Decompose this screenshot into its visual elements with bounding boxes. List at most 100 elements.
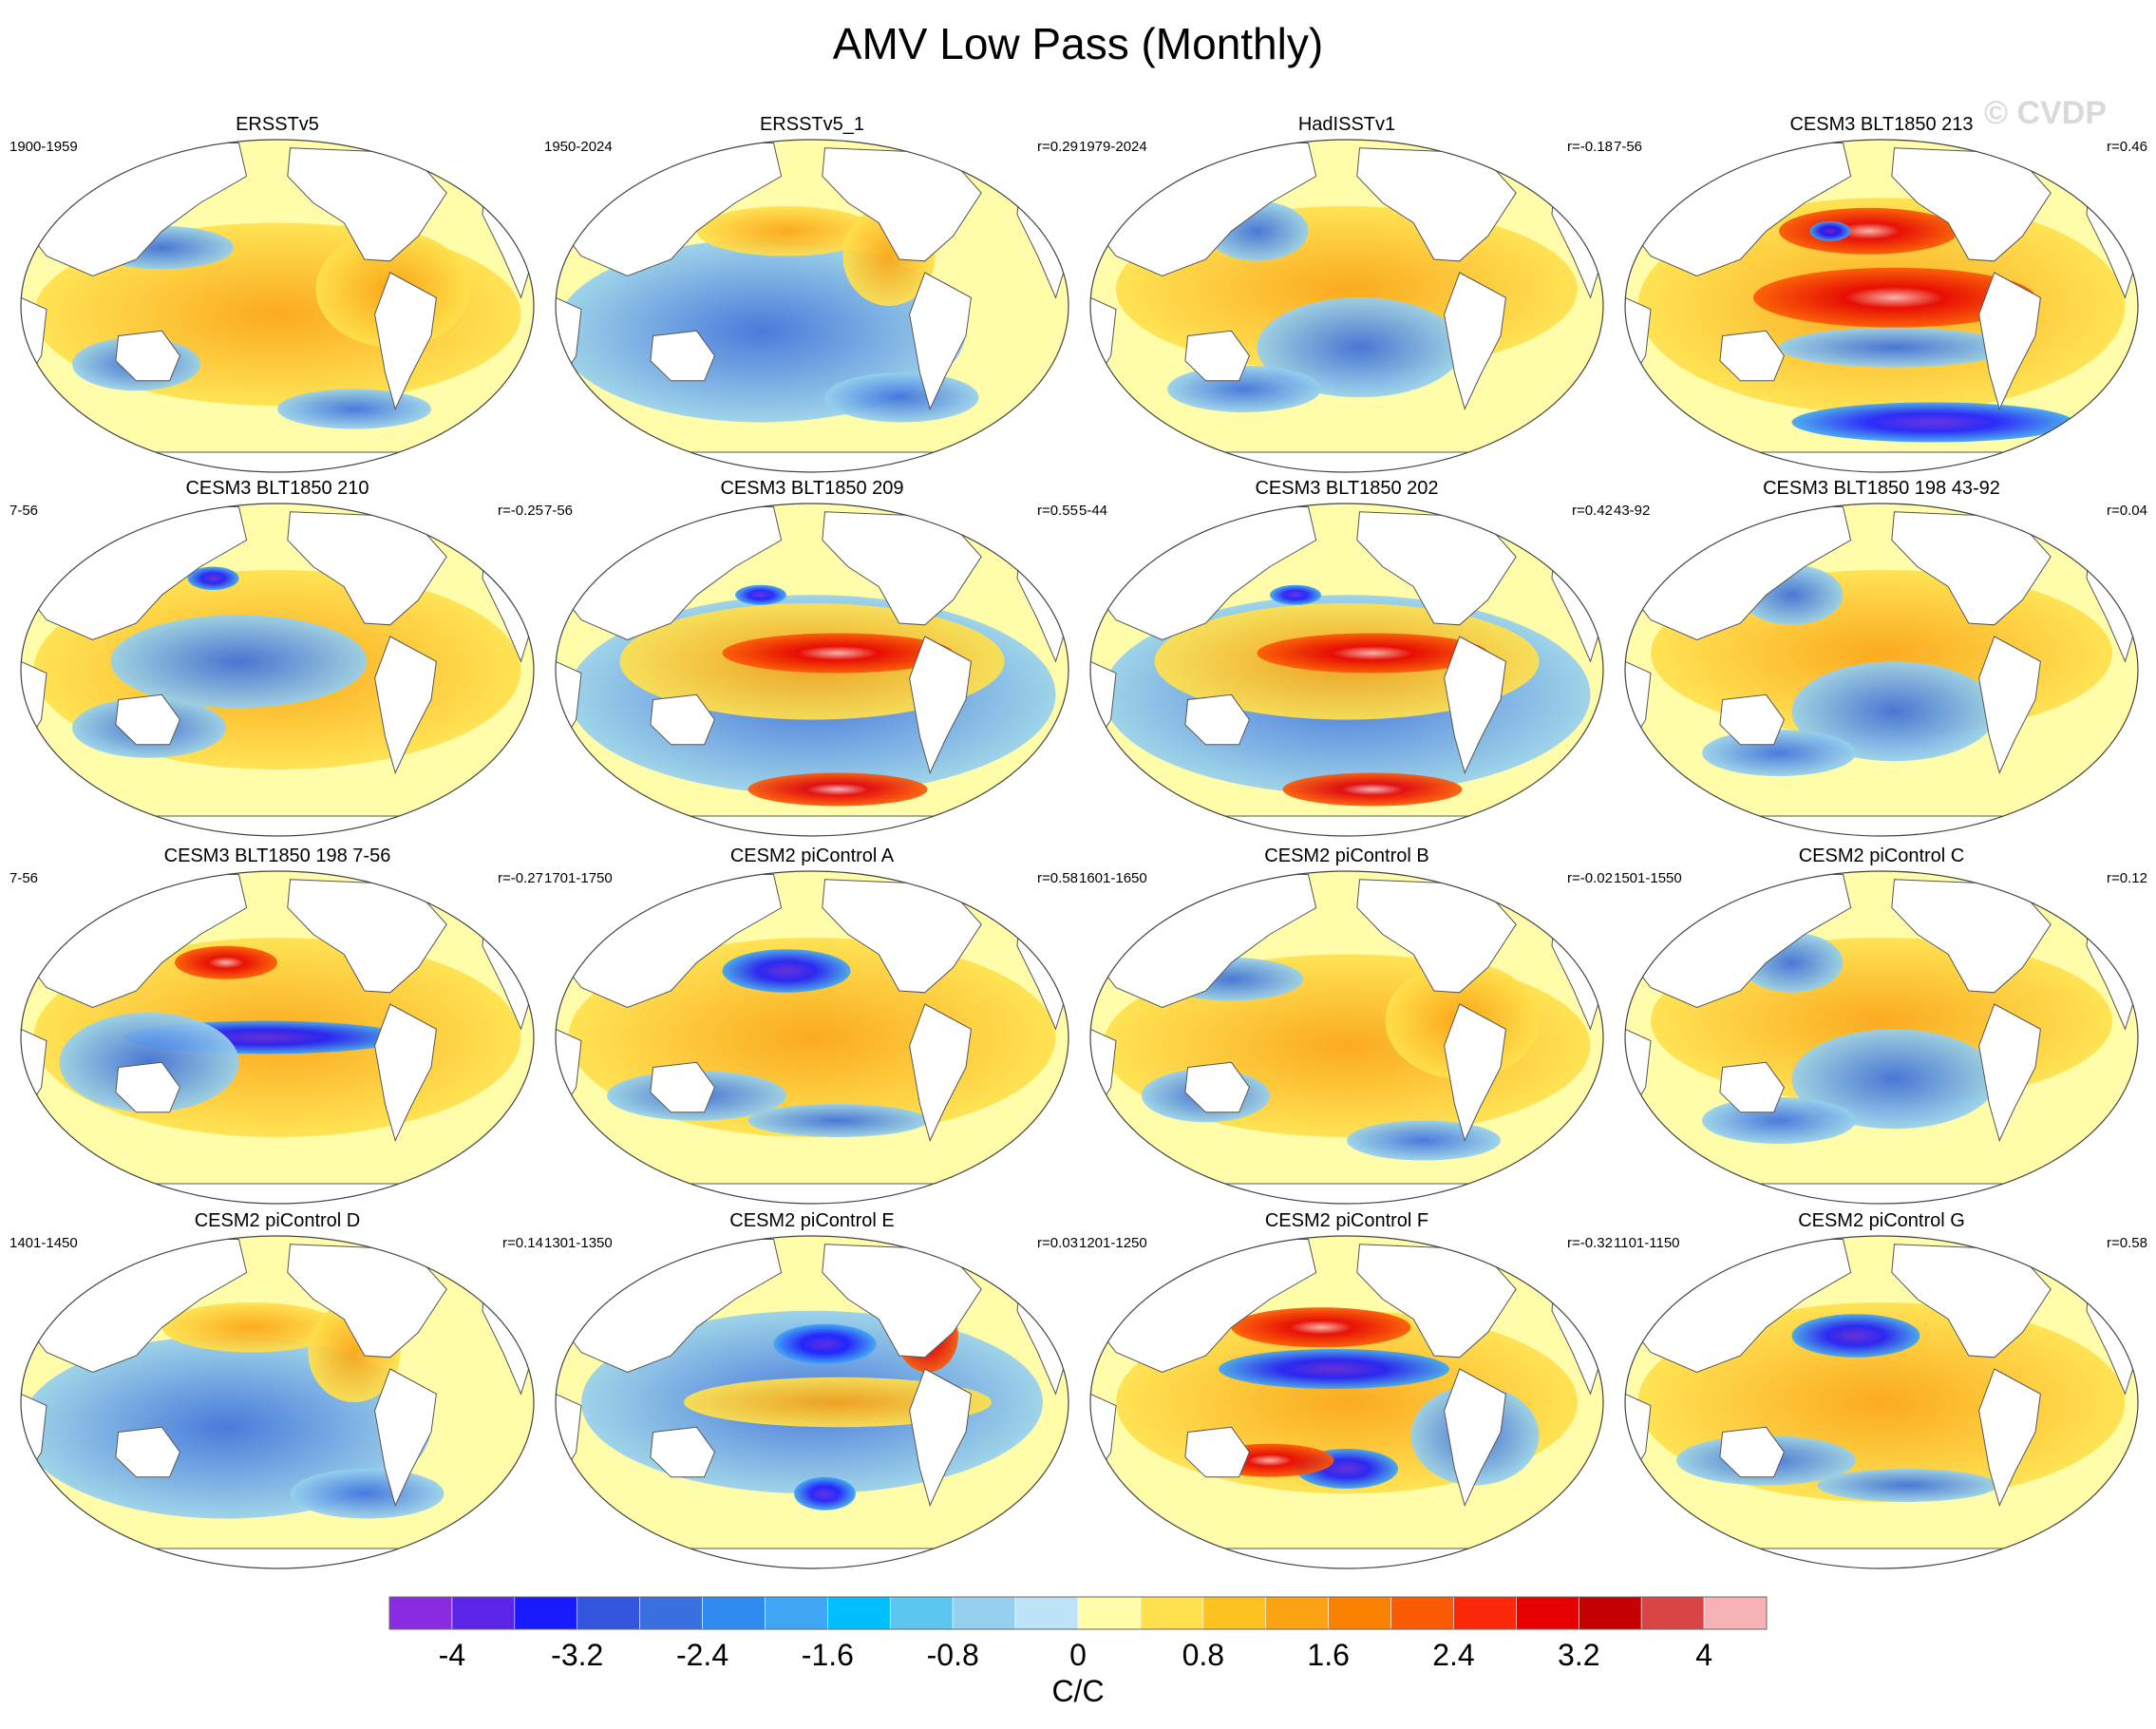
antarctica-landmass [556, 1548, 1069, 1568]
panel-title: HadISSTv1 [1298, 114, 1395, 135]
panel-correlation: r=0.46 [2107, 139, 2147, 155]
map-panel: CESM3 BLT1850 209 7-56 r=0.55 [544, 478, 1078, 837]
colorbar-tick-label: -3.2 [551, 1638, 603, 1672]
panel-correlation: r=-0.25 [498, 503, 543, 519]
map-panel: CESM2 piControl D 1401-1450 r=0.14 [9, 1210, 543, 1569]
colorbar-tick-label: 0 [1069, 1638, 1087, 1672]
colorbar-swatch [1640, 1596, 1705, 1630]
map-panel: CESM2 piControl E 1301-1350 r=0.03 [544, 1210, 1078, 1569]
panel-period: 7-56 [9, 870, 38, 886]
panel-period: 5-44 [1079, 503, 1107, 519]
anomaly-region [1257, 297, 1463, 398]
sst-field [1625, 140, 2138, 472]
north-america-landmass [1891, 147, 2052, 262]
colorbar-swatch [1014, 1596, 1079, 1630]
panel-period: 1979-2024 [1079, 139, 1147, 155]
anomaly-region [722, 633, 954, 674]
panel-correlation: r=0.12 [2107, 870, 2147, 886]
australia-landmass [115, 1426, 180, 1478]
panel-period: 1101-1150 [1614, 1235, 1680, 1251]
antarctica-landmass [1625, 1548, 2138, 1568]
map-border [20, 1235, 535, 1569]
colorbar-swatch [827, 1596, 891, 1630]
panel-correlation: r=0.58 [2107, 1235, 2147, 1251]
south-america-landmass [909, 1003, 972, 1142]
anomaly-region [1347, 1120, 1501, 1161]
colorbar-swatch [1328, 1596, 1391, 1630]
north-america-landmass [1356, 511, 1517, 626]
north-america-landmass [287, 879, 447, 994]
north-america-landmass [287, 1244, 447, 1358]
colorbar-swatch [1265, 1596, 1329, 1630]
map-border [1624, 1235, 2139, 1569]
colorbar-tick-label: -0.8 [927, 1638, 979, 1672]
panel-title: CESM2 piControl A [730, 846, 895, 866]
panel-title: CESM3 BLT1850 209 [720, 478, 903, 499]
anomaly-region [1779, 207, 1958, 255]
anomaly-region [1270, 584, 1321, 605]
sst-field [21, 1236, 534, 1568]
anomaly-region [1817, 1469, 1997, 1502]
north-america-landmass [822, 511, 982, 626]
south-america-landmass [1444, 1368, 1506, 1507]
australia-landmass [115, 330, 180, 382]
anomaly-region [722, 949, 851, 993]
map-border [555, 870, 1069, 1205]
sst-field [1625, 1236, 2138, 1568]
colorbar-tick-label: 1.6 [1307, 1638, 1349, 1672]
antarctica-landmass [1090, 1183, 1603, 1204]
colorbar-swatch [765, 1596, 828, 1630]
colorbar-swatch [1140, 1596, 1204, 1630]
south-america-landmass [1978, 1003, 2041, 1142]
anomaly-region [1219, 1349, 1449, 1389]
colorbar-swatch [889, 1596, 954, 1630]
north-america-landmass [287, 511, 447, 626]
map-panel: CESM3 BLT1850 213 7-56 r=0.46 [1614, 114, 2147, 473]
panel-period: 1701-1750 [544, 870, 613, 886]
south-america-landmass [374, 1003, 437, 1142]
anomaly-region [773, 1323, 877, 1364]
map-panel: CESM2 piControl G 1101-1150 r=0.58 [1614, 1210, 2147, 1569]
anomaly-region [1167, 366, 1321, 412]
anomaly-region [824, 372, 979, 423]
australia-landmass [650, 694, 715, 746]
antarctica-landmass [21, 1183, 534, 1204]
map-panel: CESM2 piControl F 1201-1250 r=-0.32 [1079, 1210, 1613, 1569]
sst-field [21, 504, 534, 836]
antarctica-landmass [1625, 815, 2138, 836]
antarctica-landmass [1090, 815, 1603, 836]
colorbar-swatch [1390, 1596, 1454, 1630]
map-border [20, 870, 535, 1205]
anomaly-region [1702, 730, 1856, 776]
colorbar-tick-label: -4 [439, 1638, 465, 1672]
anomaly-region [1282, 772, 1463, 807]
south-america-landmass [374, 272, 437, 410]
australia-landmass [1184, 694, 1250, 746]
panel-correlation: r=0.04 [2107, 503, 2147, 519]
south-america-landmass [909, 636, 972, 774]
panel-period: 7-56 [544, 503, 573, 519]
panel-title: CESM3 BLT1850 210 [185, 478, 369, 499]
antarctica-landmass [1090, 1548, 1603, 1568]
colorbar-tick-label: 0.8 [1182, 1638, 1224, 1672]
map-panel: CESM2 piControl B 1601-1650 r=-0.02 [1079, 846, 1613, 1205]
map-panel: CESM2 piControl A 1701-1750 r=0.58 [544, 846, 1078, 1205]
colorbar-units: C/C [1051, 1674, 1104, 1708]
antarctica-landmass [21, 815, 534, 836]
map-border [1089, 503, 1604, 837]
australia-landmass [1184, 1061, 1250, 1113]
australia-landmass [650, 1426, 715, 1478]
map-border [555, 503, 1069, 837]
anomaly-region [1257, 633, 1488, 674]
panel-title: CESM3 BLT1850 213 [1789, 114, 1973, 135]
north-america-landmass [822, 147, 982, 262]
north-america-landmass [1891, 879, 2052, 994]
map-panel: ERSSTv5_1 1950-2024 r=0.29 [544, 114, 1078, 473]
anomaly-region [747, 772, 928, 807]
map-border [20, 139, 535, 473]
south-america-landmass [1978, 272, 2041, 410]
panel-correlation: r=-0.27 [498, 870, 543, 886]
anomaly-region [1791, 661, 1997, 762]
south-america-landmass [909, 1368, 972, 1507]
